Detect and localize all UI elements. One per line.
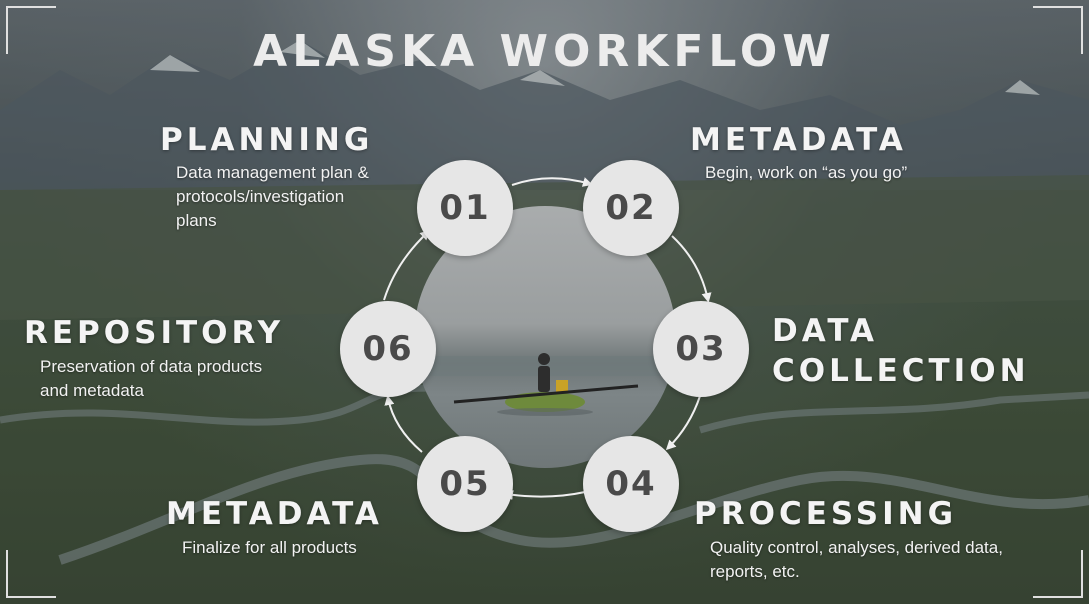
step-desc-repository: Preservation of data products and metada… <box>40 355 320 403</box>
arrow-06-to-01 <box>383 229 431 301</box>
step-desc-planning: Data management plan & protocols/investi… <box>176 161 416 233</box>
desc-line: Quality control, analyses, derived data, <box>710 538 1003 557</box>
desc-line: Finalize for all products <box>182 538 357 557</box>
frame-corner-top-right <box>1033 6 1083 54</box>
step-circle-05: 05 <box>417 436 513 532</box>
mountain-range <box>0 40 1089 190</box>
step-title-repository: REPOSITORY <box>24 315 285 351</box>
arrow-05-to-06 <box>384 395 423 453</box>
desc-line: Preservation of data products <box>40 357 263 376</box>
step-title-metadata-finalize: METADATA <box>166 496 383 532</box>
step-desc-metadata-finalize: Finalize for all products <box>182 536 422 560</box>
desc-line: Begin, work on “as you go” <box>705 163 908 182</box>
step-title-planning: PLANNING <box>160 122 374 158</box>
frame-corner-top-left <box>6 6 56 54</box>
desc-line: Data management plan & <box>176 163 369 182</box>
desc-line: reports, etc. <box>710 562 800 581</box>
center-photo-raft <box>414 206 676 468</box>
desc-line: protocols/investigation <box>176 187 345 206</box>
river-bands-3 <box>698 391 1089 434</box>
step-circle-06: 06 <box>340 301 436 397</box>
step-circle-04: 04 <box>583 436 679 532</box>
arrow-04-to-05 <box>503 490 586 500</box>
diagram-title: ALASKA WORKFLOW <box>253 26 836 77</box>
step-title-data-collection: DATA COLLECTION <box>772 311 1030 391</box>
desc-line: and metadata <box>40 381 144 400</box>
desc-line: plans <box>176 211 217 230</box>
frame-corner-bottom-left <box>6 550 56 598</box>
frame-corner-bottom-right <box>1033 550 1083 598</box>
step-title-processing: PROCESSING <box>694 496 958 532</box>
arrow-01-to-02 <box>511 177 593 187</box>
arrow-02-to-03 <box>671 235 712 303</box>
step-desc-metadata-begin: Begin, work on “as you go” <box>705 161 965 185</box>
river-bands <box>58 454 1089 565</box>
step-circle-02: 02 <box>583 160 679 256</box>
step-circle-01: 01 <box>417 160 513 256</box>
step-title-metadata-begin: METADATA <box>690 122 907 158</box>
title-line: COLLECTION <box>772 353 1030 389</box>
step-circle-03: 03 <box>653 301 749 397</box>
arrow-03-to-04 <box>665 395 701 451</box>
title-line: DATA <box>772 313 879 349</box>
step-desc-processing: Quality control, analyses, derived data,… <box>710 536 1070 584</box>
